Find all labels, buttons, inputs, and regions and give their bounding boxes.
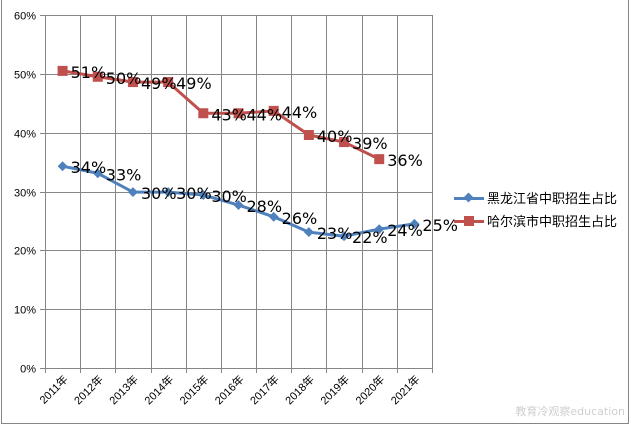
x-tick-label: 2016年 [212,372,247,407]
x-tick-label: 2017年 [247,372,282,407]
y-tick-label: 60% [14,11,36,23]
diamond-marker-icon [268,211,279,222]
y-tick-label: 40% [14,129,36,141]
data-label: 33% [106,165,142,184]
square-marker-icon [374,154,385,165]
data-label: 40% [317,127,353,146]
data-label: 43% [211,105,247,124]
data-label: 22% [352,228,388,247]
series-line [62,69,380,161]
series-lines [57,65,420,242]
x-tick-label: 2019年 [317,372,352,407]
y-tick-label: 0% [20,364,36,376]
data-label: 30% [211,187,247,206]
diamond-marker-icon [233,200,244,210]
diamond-marker-icon [303,227,314,238]
data-label: 36% [387,151,423,170]
square-marker-icon [303,130,314,141]
square-marker-icon [339,137,350,148]
diamond-marker-icon [92,168,103,179]
diamond-marker-icon [409,218,420,229]
x-tick-label: 2018年 [282,372,317,407]
diamond-marker-icon [57,161,68,172]
x-tick-label: 2012年 [71,372,106,407]
legend-label: 哈尔滨市中职招生占比 [487,215,618,230]
data-label: 34% [71,158,107,177]
gridlines [40,15,433,373]
y-tick-label: 50% [14,70,36,82]
data-label: 24% [387,221,423,240]
data-label: 51% [71,63,107,82]
x-tick-label: 2013年 [106,372,141,407]
y-tick-label: 20% [14,246,36,258]
data-label: 26% [282,209,318,228]
data-label: 30% [141,184,177,203]
data-label: 23% [317,224,353,243]
x-tick-label: 2014年 [141,372,176,407]
diamond-marker-icon [163,187,174,198]
x-tick-label: 2015年 [176,372,211,407]
diamond-marker-icon [374,224,385,235]
legend-item-heilongjiang: 黑龙江省中职招生占比 [454,186,617,209]
square-marker-icon [233,108,244,119]
data-label: 44% [282,103,318,122]
watermark: 教育冷观察education [515,405,625,418]
square-marker-icon [92,71,103,82]
diamond-marker-icon [128,187,138,198]
x-tick-label: 2020年 [352,372,387,407]
data-label: 39% [352,134,388,153]
y-tick-label: 10% [14,305,36,317]
data-label: 49% [141,74,177,93]
legend-item-harbin: 哈尔滨市中职招生占比 [454,209,617,232]
x-tick-label: 2021年 [388,372,423,407]
legend-square-line-icon [454,215,484,227]
square-marker-icon [163,77,174,88]
data-label: 50% [106,69,142,88]
square-marker-icon [198,108,209,119]
legend-label: 黑龙江省中职招生占比 [487,192,618,207]
square-marker-icon [127,77,138,88]
legend: 黑龙江省中职招生占比 哈尔滨市中职招生占比 [454,186,617,232]
data-label: 28% [247,197,283,216]
diamond-marker-icon [339,231,349,242]
x-tick-label: 2011年 [36,372,70,406]
data-label: 30% [176,184,212,203]
legend-diamond-line-icon [454,192,484,204]
y-tick-label: 30% [14,188,36,200]
square-marker-icon [268,105,279,116]
data-label: 49% [176,74,212,93]
data-labels: 34% 33%30% 30% 30%28%26%23% 22% 24% 25%51% 50% 4… [71,63,458,247]
diamond-marker-icon [198,190,209,200]
data-label: 25% [422,216,458,235]
data-label: 44% [247,105,283,124]
square-marker-icon [57,65,68,76]
